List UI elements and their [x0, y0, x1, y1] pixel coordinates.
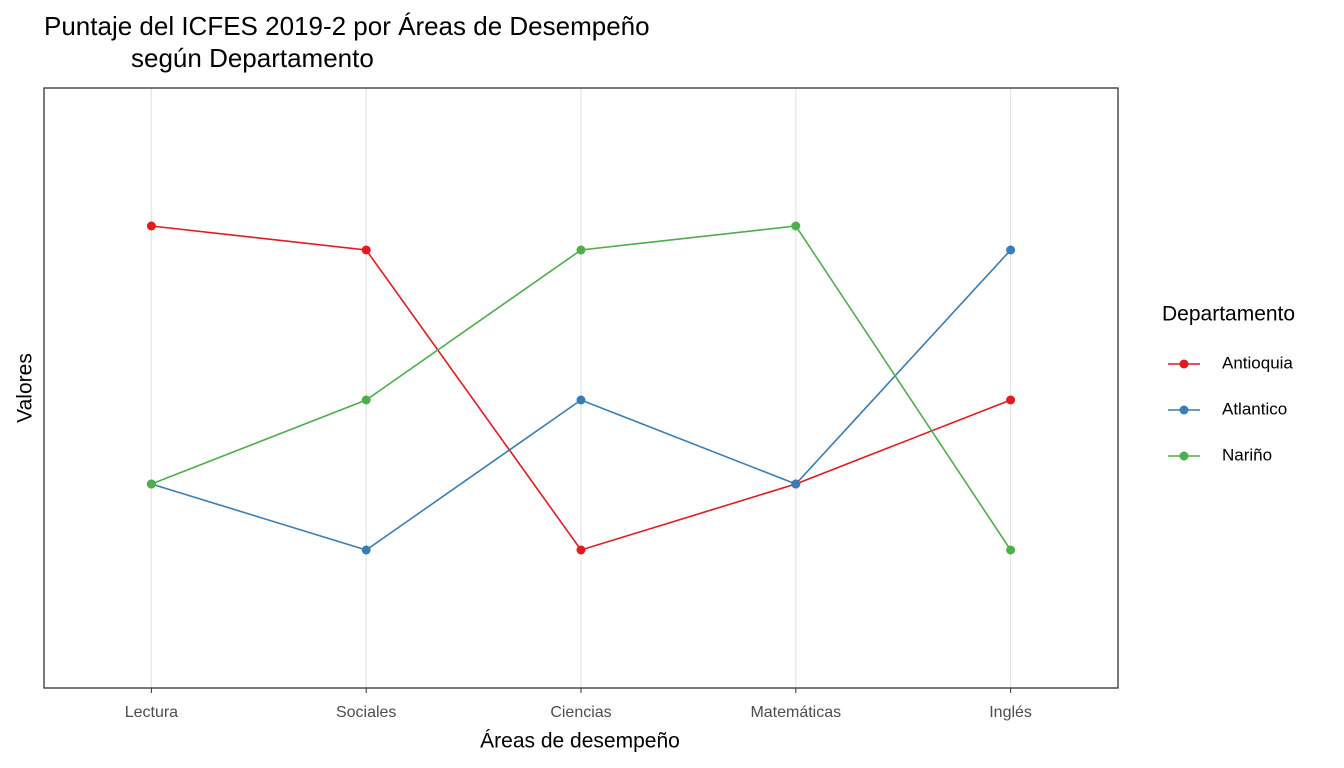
data-point [576, 545, 586, 555]
data-point [1006, 395, 1016, 405]
plot-area [146, 221, 1016, 555]
data-point [1006, 545, 1016, 555]
x-tick-label: Matemáticas [750, 704, 841, 721]
data-point [361, 245, 371, 255]
data-point [1006, 245, 1016, 255]
x-tick-label: Sociales [336, 704, 396, 721]
legend-label: Atlantico [1222, 399, 1287, 418]
grid [150, 88, 1012, 688]
x-tick-label: Lectura [125, 704, 178, 721]
legend-marker [1179, 451, 1189, 461]
legend-marker [1179, 359, 1189, 369]
x-axis-label: Áreas de desempeño [480, 730, 680, 753]
data-point [576, 395, 586, 405]
x-tick-label: Ciencias [550, 704, 611, 721]
data-point [146, 479, 156, 489]
data-point [576, 245, 586, 255]
y-axis-label: Valores [14, 353, 37, 423]
chart-title: según Departamento [131, 43, 374, 73]
data-point [791, 479, 801, 489]
legend-label: Nariño [1222, 445, 1272, 464]
chart-title: Puntaje del ICFES 2019-2 por Áreas de De… [44, 11, 650, 41]
legend-title: Departamento [1162, 303, 1295, 326]
x-tick-label: Inglés [989, 704, 1032, 721]
data-point [791, 221, 801, 231]
data-point [361, 545, 371, 555]
data-point [146, 221, 156, 231]
data-point [361, 395, 371, 405]
legend-label: Antioquia [1222, 353, 1293, 372]
legend-marker [1179, 405, 1189, 415]
